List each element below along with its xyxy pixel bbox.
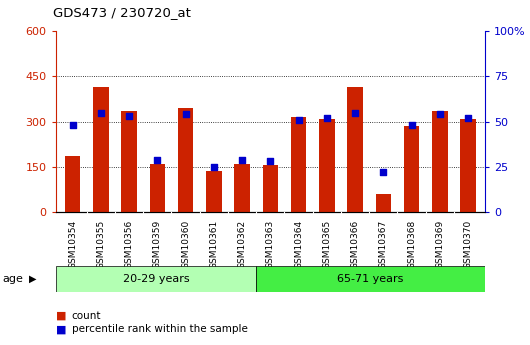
Bar xyxy=(149,164,165,212)
Point xyxy=(436,112,444,117)
Text: age: age xyxy=(3,274,23,284)
Point xyxy=(379,169,387,175)
Point xyxy=(407,122,416,128)
Text: GSM10365: GSM10365 xyxy=(322,220,331,269)
Text: count: count xyxy=(72,311,101,321)
Text: GSM10364: GSM10364 xyxy=(294,220,303,269)
Bar xyxy=(319,119,334,212)
Point xyxy=(323,115,331,121)
Point xyxy=(96,110,105,115)
Text: percentile rank within the sample: percentile rank within the sample xyxy=(72,325,248,334)
Point xyxy=(351,110,359,115)
Bar xyxy=(376,194,391,212)
Text: 20-29 years: 20-29 years xyxy=(122,274,189,284)
Text: GSM10363: GSM10363 xyxy=(266,220,275,269)
Point xyxy=(153,157,162,162)
Bar xyxy=(234,164,250,212)
Point xyxy=(238,157,246,162)
Bar xyxy=(121,111,137,212)
Bar xyxy=(291,117,306,212)
Text: GSM10369: GSM10369 xyxy=(435,220,444,269)
Text: ▶: ▶ xyxy=(29,274,37,284)
Bar xyxy=(404,126,419,212)
Bar xyxy=(56,266,256,292)
Bar xyxy=(347,87,363,212)
Text: GSM10355: GSM10355 xyxy=(96,220,105,269)
Text: GSM10362: GSM10362 xyxy=(237,220,246,269)
Bar xyxy=(262,165,278,212)
Point xyxy=(125,114,134,119)
Text: GSM10366: GSM10366 xyxy=(350,220,359,269)
Text: GSM10359: GSM10359 xyxy=(153,220,162,269)
Point xyxy=(266,159,275,164)
Bar xyxy=(93,87,109,212)
Text: GSM10361: GSM10361 xyxy=(209,220,218,269)
Text: GSM10367: GSM10367 xyxy=(379,220,388,269)
Bar xyxy=(206,170,222,212)
Bar xyxy=(178,108,193,212)
Point xyxy=(209,164,218,170)
Bar xyxy=(460,119,476,212)
Text: GSM10368: GSM10368 xyxy=(407,220,416,269)
Text: ■: ■ xyxy=(56,325,66,334)
Text: GSM10370: GSM10370 xyxy=(464,220,473,269)
Bar xyxy=(65,156,81,212)
Text: GSM10360: GSM10360 xyxy=(181,220,190,269)
Text: ■: ■ xyxy=(56,311,66,321)
Point xyxy=(464,115,472,121)
Text: GSM10354: GSM10354 xyxy=(68,220,77,269)
Point xyxy=(68,122,77,128)
Point xyxy=(181,112,190,117)
Point xyxy=(294,117,303,122)
Text: 65-71 years: 65-71 years xyxy=(338,274,404,284)
Bar xyxy=(432,111,447,212)
Text: GSM10356: GSM10356 xyxy=(125,220,134,269)
Text: GDS473 / 230720_at: GDS473 / 230720_at xyxy=(53,6,191,19)
Bar xyxy=(256,266,485,292)
